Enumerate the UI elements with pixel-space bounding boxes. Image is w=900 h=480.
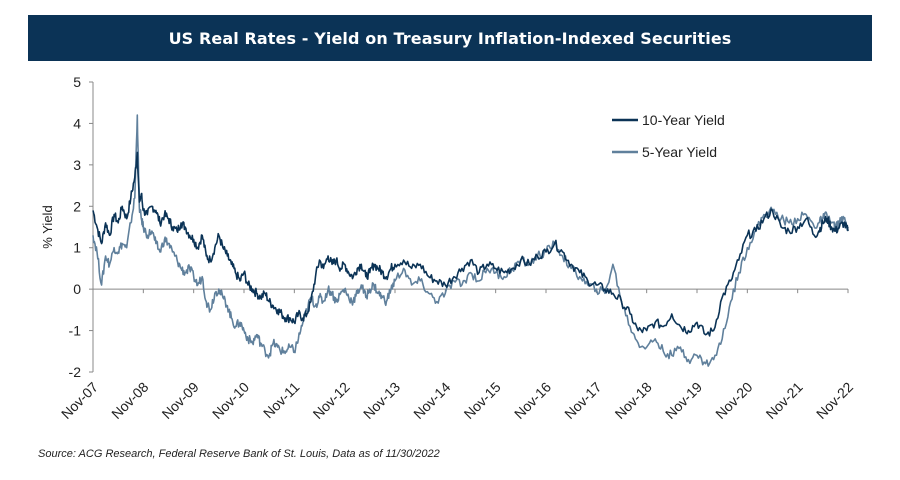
chart-area: -2 -1 0 1 2 3 4 5% Yield Nov-07 Nov-08 Nov-09 Nov-1…	[0, 62, 900, 442]
y-tick-label: 1	[73, 240, 81, 256]
legend-label-5-year: 5-Year Yield	[642, 144, 717, 160]
x-tick-label: Nov-07	[58, 379, 101, 422]
x-tick-label: Nov-17	[561, 379, 604, 422]
series-line-10-year	[92, 151, 849, 337]
x-tick-label: Nov-18	[612, 379, 655, 422]
x-tick-label: Nov-19	[662, 379, 705, 422]
x-tick-label: Nov-12	[310, 379, 353, 422]
chart-title-bar: US Real Rates - Yield on Treasury Inflat…	[28, 15, 872, 61]
series-line-5-year	[92, 114, 849, 367]
y-tick-label: 0	[73, 281, 81, 297]
chart-title: US Real Rates - Yield on Treasury Inflat…	[168, 28, 732, 48]
y-tick-label: -1	[69, 323, 82, 339]
legend-label-10-year: 10-Year Yield	[642, 112, 725, 128]
x-tick-label: Nov-15	[461, 379, 504, 422]
y-tick-label: 5	[73, 74, 81, 90]
x-tick-label: Nov-08	[108, 379, 151, 422]
y-axis-title: % Yield	[40, 205, 55, 248]
x-tick-label: Nov-20	[712, 379, 755, 422]
x-tick-label: Nov-16	[511, 379, 554, 422]
y-tick-label: 2	[73, 198, 81, 214]
y-tick-label: -2	[69, 364, 82, 380]
x-tick-label: Nov-22	[813, 379, 856, 422]
x-tick-label: Nov-13	[360, 379, 403, 422]
y-tick-label: 4	[73, 115, 81, 131]
x-tick-label: Nov-14	[410, 379, 453, 422]
x-tick-label: Nov-10	[209, 379, 252, 422]
x-tick-label: Nov-11	[260, 379, 303, 422]
x-tick-label: Nov-09	[159, 379, 202, 422]
y-tick-label: 3	[73, 157, 81, 173]
x-tick-label: Nov-21	[763, 379, 806, 422]
source-note: Source: ACG Research, Federal Reserve Ba…	[38, 448, 440, 460]
